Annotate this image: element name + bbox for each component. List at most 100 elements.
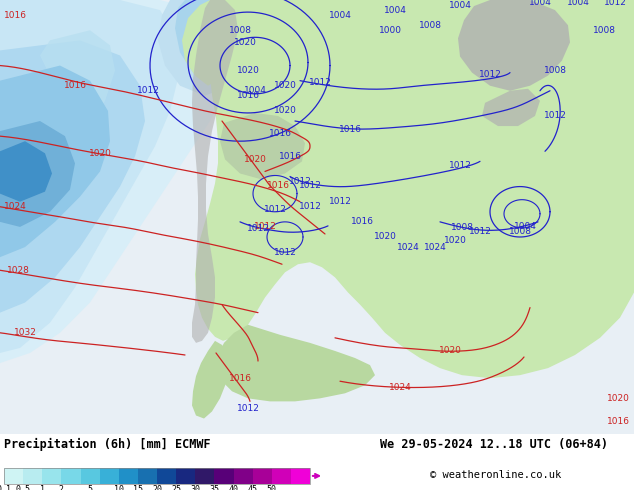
- Bar: [4, 468, 310, 484]
- Text: 5: 5: [87, 485, 93, 490]
- Text: 30: 30: [190, 485, 200, 490]
- Text: 1004: 1004: [243, 86, 266, 95]
- Text: 1: 1: [40, 485, 45, 490]
- Bar: [119, 468, 138, 484]
- Polygon shape: [360, 63, 430, 109]
- Bar: [23, 468, 42, 484]
- Polygon shape: [548, 0, 634, 234]
- Text: 1016: 1016: [339, 124, 361, 134]
- Text: 1012: 1012: [273, 247, 297, 257]
- Polygon shape: [356, 247, 395, 274]
- Text: Precipitation (6h) [mm] ECMWF: Precipitation (6h) [mm] ECMWF: [4, 438, 210, 451]
- Polygon shape: [0, 40, 145, 313]
- Text: 1016: 1016: [63, 81, 86, 90]
- Text: 1016: 1016: [278, 152, 302, 161]
- Text: 15: 15: [133, 485, 143, 490]
- Bar: [233, 468, 252, 484]
- Bar: [214, 468, 233, 484]
- Polygon shape: [0, 121, 75, 227]
- Text: 1020: 1020: [243, 155, 266, 164]
- Polygon shape: [0, 30, 115, 222]
- Polygon shape: [458, 0, 570, 91]
- Text: 1020: 1020: [439, 346, 462, 355]
- Bar: [61, 468, 81, 484]
- Text: 1004: 1004: [449, 0, 472, 9]
- Polygon shape: [0, 66, 110, 257]
- Text: 1020: 1020: [607, 394, 630, 403]
- Text: 1016: 1016: [236, 91, 259, 100]
- Bar: [291, 468, 310, 484]
- Polygon shape: [554, 0, 634, 224]
- Polygon shape: [0, 141, 52, 202]
- Text: 1008: 1008: [508, 227, 531, 237]
- Polygon shape: [195, 0, 634, 378]
- Text: 1012: 1012: [264, 205, 287, 214]
- Text: 1004: 1004: [529, 0, 552, 6]
- Text: 1032: 1032: [13, 328, 36, 337]
- Text: 1004: 1004: [384, 5, 406, 15]
- Text: 1004: 1004: [514, 222, 536, 231]
- Text: 1024: 1024: [389, 383, 411, 392]
- Text: 1012: 1012: [309, 78, 332, 87]
- Polygon shape: [182, 0, 275, 86]
- Text: 1012: 1012: [288, 177, 311, 186]
- Polygon shape: [380, 0, 505, 101]
- Polygon shape: [0, 0, 180, 353]
- Bar: [138, 468, 157, 484]
- Polygon shape: [582, 30, 634, 106]
- Text: 50: 50: [267, 485, 277, 490]
- Text: 1020: 1020: [236, 66, 259, 75]
- Bar: [252, 468, 272, 484]
- Text: 35: 35: [209, 485, 219, 490]
- Text: We 29-05-2024 12..18 UTC (06+84): We 29-05-2024 12..18 UTC (06+84): [380, 438, 608, 451]
- Polygon shape: [390, 302, 435, 335]
- Text: 1012: 1012: [604, 0, 626, 6]
- Text: 1012: 1012: [328, 197, 351, 206]
- Polygon shape: [216, 325, 375, 401]
- Text: 10: 10: [113, 485, 124, 490]
- Polygon shape: [220, 113, 305, 179]
- Text: 1012: 1012: [254, 222, 276, 231]
- Polygon shape: [395, 0, 492, 91]
- Text: 1020: 1020: [233, 38, 256, 47]
- Text: 1020: 1020: [273, 81, 297, 90]
- Polygon shape: [0, 0, 230, 363]
- Text: 1016: 1016: [607, 417, 630, 426]
- Bar: [272, 468, 291, 484]
- Polygon shape: [542, 0, 634, 247]
- Text: 1016: 1016: [351, 218, 373, 226]
- Text: 1016: 1016: [266, 181, 290, 190]
- Polygon shape: [588, 40, 630, 91]
- Text: 1020: 1020: [89, 149, 112, 158]
- Text: 40: 40: [228, 485, 238, 490]
- Text: 1012: 1012: [299, 181, 321, 190]
- Text: 0.1: 0.1: [0, 485, 11, 490]
- Text: 25: 25: [171, 485, 181, 490]
- Text: 1008: 1008: [228, 26, 252, 35]
- Text: 20: 20: [152, 485, 162, 490]
- Polygon shape: [158, 0, 285, 96]
- Text: 1008: 1008: [451, 223, 474, 232]
- Text: 1008: 1008: [543, 66, 567, 75]
- Bar: [100, 468, 119, 484]
- Text: 1012: 1012: [449, 161, 472, 170]
- Text: 1008: 1008: [593, 26, 616, 35]
- Text: 2: 2: [59, 485, 64, 490]
- Bar: [42, 468, 61, 484]
- Text: 1020: 1020: [444, 236, 467, 245]
- Polygon shape: [192, 0, 238, 343]
- Text: 1004: 1004: [567, 0, 590, 6]
- Polygon shape: [334, 35, 425, 91]
- Text: 45: 45: [248, 485, 257, 490]
- Text: 1012: 1012: [247, 224, 269, 233]
- Text: © weatheronline.co.uk: © weatheronline.co.uk: [430, 470, 561, 480]
- Text: 1028: 1028: [6, 266, 29, 275]
- Text: 1012: 1012: [299, 202, 321, 211]
- Text: 1008: 1008: [418, 21, 441, 30]
- Text: 1024: 1024: [424, 243, 446, 251]
- Text: 1016: 1016: [4, 11, 27, 20]
- Text: 1012: 1012: [236, 404, 259, 413]
- Text: 1012: 1012: [469, 227, 491, 237]
- Text: 1020: 1020: [273, 106, 297, 116]
- Polygon shape: [175, 0, 270, 83]
